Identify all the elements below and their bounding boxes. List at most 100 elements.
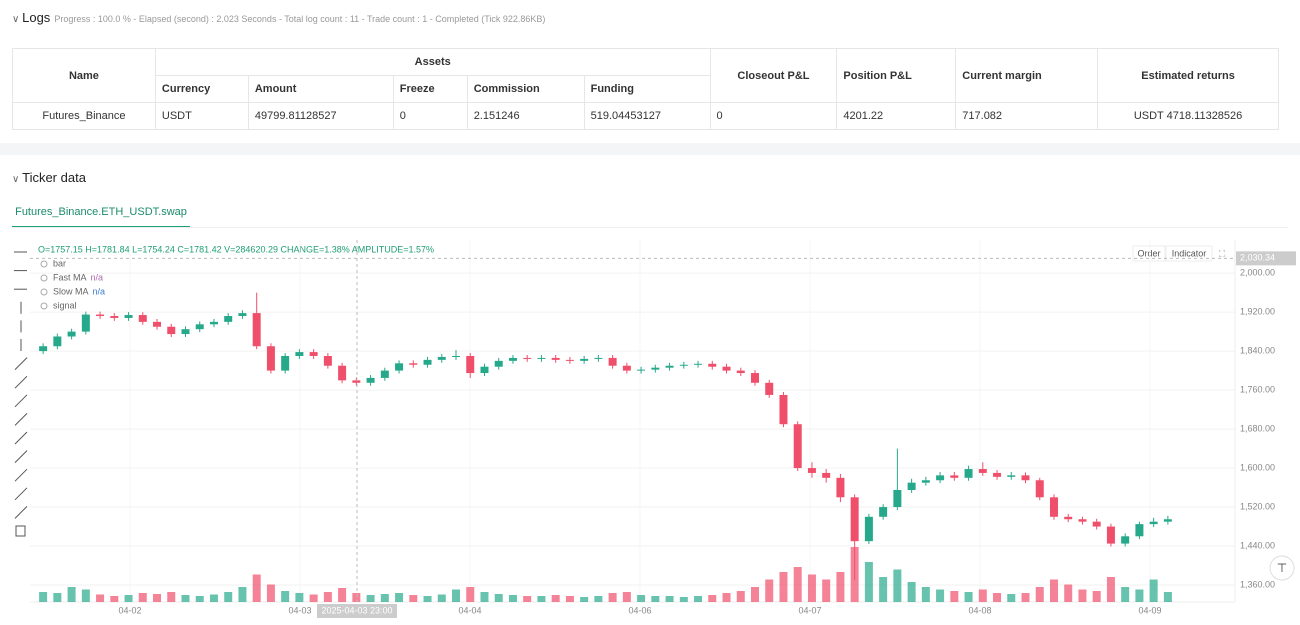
volume-bar [1049, 579, 1058, 602]
th: Position P&L [836, 48, 957, 103]
td: 2.151246 [466, 102, 585, 130]
x-tick-label: 04-02 [118, 605, 141, 615]
volume-bar [167, 592, 176, 602]
volume-bar [466, 587, 475, 602]
tool-icon [14, 357, 28, 370]
volume-bar [537, 596, 546, 602]
th: Commission [466, 75, 585, 103]
candle-body [807, 468, 816, 473]
volume-bar [1106, 577, 1115, 602]
candle-body [309, 352, 318, 356]
volume-bar [523, 596, 532, 602]
candle-body [423, 359, 432, 365]
candle-body [153, 321, 162, 327]
candle-body [1064, 516, 1073, 520]
candle-body [238, 313, 247, 317]
time-tag-label: 2025-04-03 23:00 [321, 605, 392, 615]
volume-bar [936, 589, 945, 602]
candle-body [224, 316, 233, 322]
candle-body [921, 480, 930, 483]
volume-bar [224, 592, 233, 602]
candle-body [978, 469, 987, 473]
button-label: Indicator [1172, 248, 1207, 258]
volume-bar [323, 592, 332, 602]
x-tick-label: 04-08 [968, 605, 991, 615]
candle-body [779, 394, 788, 425]
volume-bar [1078, 589, 1087, 602]
volume-bar [622, 592, 631, 602]
y-tick-label: 1,680.00 [1240, 423, 1275, 433]
progress: Progress : 100.0 % - Elapsed (second) : … [54, 14, 546, 24]
scroll-top-icon: ⊤ [1277, 561, 1287, 575]
candle-body [466, 355, 475, 374]
volume-bar [594, 596, 603, 602]
volume-bar [352, 593, 361, 602]
ticker-header[interactable]: ∨ Ticker data [12, 170, 86, 185]
candle-body [822, 472, 831, 478]
tab-divider [12, 227, 1288, 228]
volume-bar [181, 595, 190, 602]
tool-icon [14, 487, 28, 501]
candle-body [452, 355, 461, 357]
volume-bar [993, 593, 1002, 602]
legend-eye [40, 260, 48, 268]
volume-bar [608, 593, 617, 602]
candle-body [651, 367, 660, 370]
candle-body [437, 356, 446, 360]
candle-body [1121, 536, 1130, 544]
td: USDT 4718.11328526 [1097, 102, 1279, 130]
candle-body [252, 313, 261, 347]
tool-icon [14, 431, 28, 445]
volume-bar [437, 594, 446, 602]
candle-body [722, 366, 731, 371]
legend-value: n/a [93, 286, 106, 296]
logs-table: Name Assets Closeout P&L Position P&L Cu… [12, 48, 1279, 130]
candle-body [750, 373, 759, 383]
candle-body [281, 355, 290, 371]
candle-body [1078, 519, 1087, 522]
volume-bar [978, 589, 987, 602]
volume-bar [266, 584, 275, 602]
volume-bar [665, 596, 674, 602]
separator [0, 143, 1300, 155]
candle-body [622, 365, 631, 371]
volume-bar [551, 595, 560, 602]
volume-bar [309, 594, 318, 602]
candle-body [1135, 524, 1144, 537]
order-button[interactable] [1132, 245, 1166, 262]
scroll-top-button[interactable] [1269, 555, 1295, 581]
logs-header[interactable]: ∨ Logs Progress : 100.0 % - Elapsed (seco… [12, 10, 545, 25]
candle-body [694, 363, 703, 365]
candle-body [523, 357, 532, 359]
volume-bar [793, 567, 802, 602]
tool-icon [14, 413, 28, 426]
volume-bar [409, 595, 418, 602]
volume-bar [1121, 587, 1130, 602]
section-title: Logs [22, 10, 51, 25]
candle-body [209, 321, 218, 325]
candle-body [1007, 475, 1016, 477]
volume-bar [209, 594, 218, 602]
volume-bar [508, 595, 517, 602]
candle-body [736, 370, 745, 374]
candle-body [907, 482, 916, 490]
volume-bar [252, 574, 261, 602]
volume-bar [722, 593, 731, 602]
x-tick-label: 04-09 [1138, 605, 1161, 615]
candle-body [665, 365, 674, 368]
candle-body [81, 314, 90, 332]
candle-body [96, 314, 105, 317]
indicator-button[interactable] [1165, 245, 1213, 262]
volume-bar [124, 595, 133, 602]
candle-body [993, 472, 1002, 477]
candle-body [679, 364, 688, 366]
volume-bar [964, 592, 973, 602]
volume-bar [807, 574, 816, 602]
volume-bar [893, 569, 902, 602]
y-tick-label: 2,000.00 [1240, 268, 1275, 278]
candle-body [537, 357, 546, 359]
volume-bar [395, 593, 404, 602]
fullscreen-icon[interactable]: ⛶ [1218, 248, 1226, 258]
volume-bar [1135, 589, 1144, 602]
